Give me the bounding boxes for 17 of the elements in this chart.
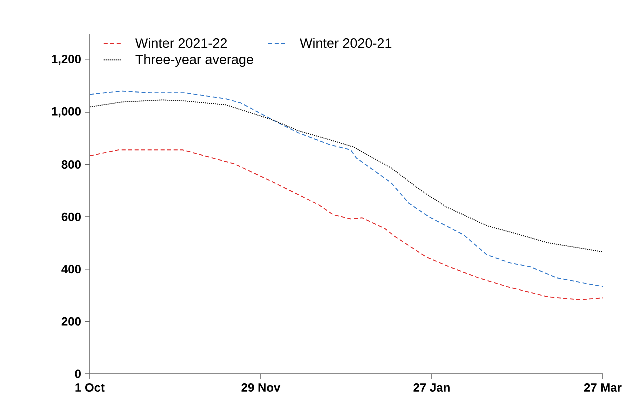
- x-tick-label: 27 Mar: [584, 384, 622, 392]
- y-tick-label: 600: [62, 212, 81, 222]
- y-tick-label: 200: [62, 317, 81, 326]
- y-tick-label: 400: [62, 265, 81, 274]
- x-tick-label: 1 Oct: [76, 384, 105, 392]
- legend-label: Three-year average: [136, 54, 254, 68]
- x-tick-label: 29 Nov: [242, 384, 281, 392]
- legend-label: Winter 2020-21: [300, 38, 392, 48]
- y-tick-label: 0: [75, 370, 81, 378]
- x-tick-label: 27 Jan: [414, 384, 450, 392]
- legend-label: Winter 2021-22: [136, 38, 228, 48]
- line-series: [90, 150, 603, 300]
- y-tick-label: 1,200: [52, 55, 81, 66]
- line-series: [90, 90, 603, 288]
- y-tick-label: 800: [62, 160, 81, 169]
- y-tick-label: 1,000: [52, 107, 81, 118]
- line-series: [90, 100, 603, 253]
